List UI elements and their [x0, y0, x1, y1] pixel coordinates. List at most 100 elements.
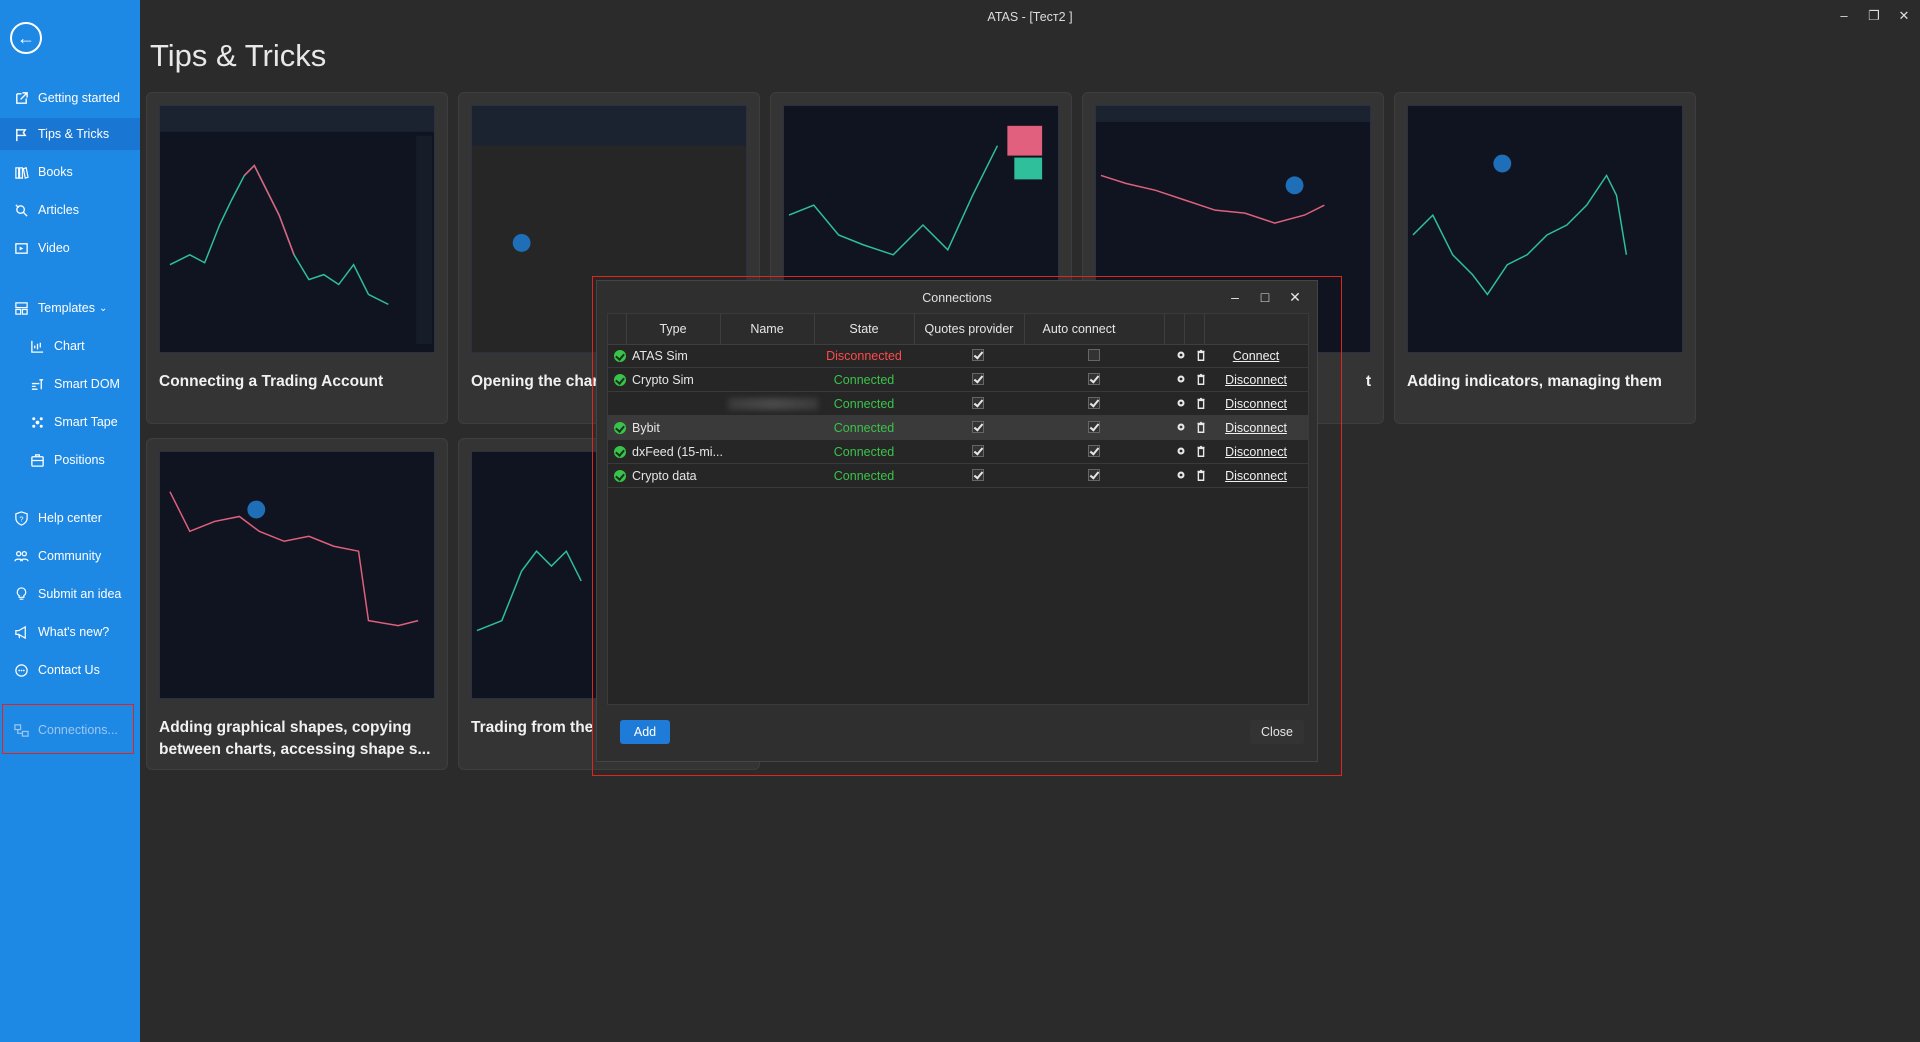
- connect-link[interactable]: Connect: [1232, 349, 1280, 363]
- card-graphical-shapes[interactable]: Adding graphical shapes, copying between…: [146, 438, 448, 770]
- restore-button[interactable]: ❐: [1864, 6, 1884, 26]
- card-title: Opening the char: [471, 373, 599, 390]
- connections-dialog: Connections – □ ✕ Type Name State Quotes…: [596, 280, 1318, 762]
- auto-connect-checkbox[interactable]: [1088, 445, 1100, 457]
- card-title: Adding graphical shapes, copying between…: [159, 719, 431, 758]
- sidebar-item-help-center[interactable]: ? Help center: [0, 502, 140, 534]
- sidebar-item-books[interactable]: Books: [0, 156, 140, 188]
- table-row[interactable]: ATAS Sim Disconnected Connect: [608, 344, 1308, 368]
- row-state: Connected: [833, 445, 895, 459]
- window-title: ATAS - [Тест2 ]: [987, 10, 1073, 24]
- table-row[interactable]: Bybit Connected Disconnect: [608, 416, 1308, 440]
- maximize-icon: □: [1260, 289, 1270, 305]
- auto-connect-checkbox[interactable]: [1088, 469, 1100, 481]
- auto-connect-checkbox[interactable]: [1088, 349, 1100, 361]
- gear-icon[interactable]: [1174, 444, 1188, 458]
- column-header-quotes-provider[interactable]: Quotes provider: [924, 322, 1014, 336]
- gear-icon[interactable]: [1174, 468, 1188, 482]
- minimize-button[interactable]: –: [1834, 6, 1854, 26]
- sidebar-item-templates[interactable]: Templates ⌄: [0, 292, 140, 324]
- sidebar-item-label: Chart: [54, 339, 85, 353]
- title-bar: ATAS - [Тест2 ] – ❐ ✕: [140, 0, 1920, 34]
- sidebar-item-label: Community: [38, 549, 102, 563]
- sidebar-item-whats-new[interactable]: What's new?: [0, 616, 140, 648]
- minimize-icon: –: [1231, 289, 1239, 305]
- help-icon: ?: [12, 509, 30, 527]
- disconnect-link[interactable]: Disconnect: [1225, 445, 1287, 459]
- auto-connect-checkbox[interactable]: [1088, 397, 1100, 409]
- positions-icon: [28, 451, 46, 469]
- sidebar-item-video[interactable]: Video: [0, 232, 140, 264]
- sidebar-item-positions[interactable]: Positions: [0, 444, 140, 476]
- dialog-title: Connections: [922, 291, 992, 305]
- trash-icon[interactable]: [1194, 348, 1208, 362]
- sidebar-item-label: Contact Us: [38, 663, 100, 677]
- table-row[interactable]: dxFeed (15-mi... Connected Disconnect: [608, 440, 1308, 464]
- quotes-provider-checkbox[interactable]: [972, 373, 984, 385]
- sidebar-item-chart[interactable]: Chart: [0, 330, 140, 362]
- quotes-provider-checkbox[interactable]: [972, 349, 984, 361]
- sidebar-item-connections[interactable]: Connections...: [0, 714, 140, 746]
- status-ok-icon: [614, 446, 626, 458]
- sidebar-item-label: Templates: [38, 301, 95, 315]
- disconnect-link[interactable]: Disconnect: [1225, 373, 1287, 387]
- sidebar-item-smart-tape[interactable]: Smart Tape: [0, 406, 140, 438]
- chart-icon: [28, 337, 46, 355]
- trash-icon[interactable]: [1194, 396, 1208, 410]
- gear-icon[interactable]: [1174, 348, 1188, 362]
- quotes-provider-checkbox[interactable]: [972, 421, 984, 433]
- quotes-provider-checkbox[interactable]: [972, 445, 984, 457]
- sidebar-item-contact-us[interactable]: Contact Us: [0, 654, 140, 686]
- sidebar-item-submit-idea[interactable]: Submit an idea: [0, 578, 140, 610]
- flag-icon: [12, 125, 30, 143]
- disconnect-link[interactable]: Disconnect: [1225, 397, 1287, 411]
- trash-icon[interactable]: [1194, 372, 1208, 386]
- add-button[interactable]: Add: [620, 720, 670, 744]
- quotes-provider-checkbox[interactable]: [972, 397, 984, 409]
- sidebar-item-label: Books: [38, 165, 73, 179]
- sidebar-item-label: Getting started: [38, 91, 120, 105]
- trash-icon[interactable]: [1194, 468, 1208, 482]
- column-header-state[interactable]: State: [849, 322, 879, 336]
- disconnect-link[interactable]: Disconnect: [1225, 469, 1287, 483]
- disconnect-link[interactable]: Disconnect: [1225, 421, 1287, 435]
- close-icon: ✕: [1898, 8, 1910, 23]
- row-state: Connected: [833, 469, 895, 483]
- minimize-icon: –: [1840, 8, 1848, 23]
- dialog-maximize-button[interactable]: □: [1253, 285, 1277, 309]
- close-window-button[interactable]: ✕: [1894, 6, 1914, 26]
- column-header-name[interactable]: Name: [750, 322, 784, 336]
- connections-icon: [12, 721, 30, 739]
- dialog-close-button[interactable]: ✕: [1283, 285, 1307, 309]
- sidebar-item-getting-started[interactable]: Getting started: [0, 82, 140, 114]
- close-button[interactable]: Close: [1250, 720, 1304, 744]
- sidebar-item-smart-dom[interactable]: Smart DOM: [0, 368, 140, 400]
- quotes-provider-checkbox[interactable]: [972, 469, 984, 481]
- sidebar-item-community[interactable]: Community: [0, 540, 140, 572]
- gear-icon[interactable]: [1174, 396, 1188, 410]
- sidebar-item-articles[interactable]: Articles: [0, 194, 140, 226]
- articles-icon: [12, 201, 30, 219]
- auto-connect-checkbox[interactable]: [1088, 373, 1100, 385]
- dialog-minimize-button[interactable]: –: [1223, 285, 1247, 309]
- table-row[interactable]: Crypto Sim Connected Disconnect: [608, 368, 1308, 392]
- table-row[interactable]: Connected Disconnect: [608, 392, 1308, 416]
- column-header-auto-connect[interactable]: Auto connect: [1042, 322, 1116, 336]
- status-ok-icon: [614, 470, 626, 482]
- gear-icon[interactable]: [1174, 372, 1188, 386]
- back-button[interactable]: ←: [10, 22, 42, 54]
- card-connecting-account[interactable]: Connecting a Trading Account: [146, 92, 448, 424]
- status-ok-icon: [614, 422, 626, 434]
- gear-icon[interactable]: [1174, 420, 1188, 434]
- sidebar-item-label: Smart Tape: [54, 415, 118, 429]
- card-adding-indicators[interactable]: Adding indicators, managing them: [1394, 92, 1696, 424]
- table-row[interactable]: Crypto data Connected Disconnect: [608, 464, 1308, 488]
- trash-icon[interactable]: [1194, 420, 1208, 434]
- page-title: Tips & Tricks: [150, 38, 327, 73]
- sidebar-item-tips-tricks[interactable]: Tips & Tricks: [0, 118, 140, 150]
- auto-connect-checkbox[interactable]: [1088, 421, 1100, 433]
- column-header-type[interactable]: Type: [659, 322, 687, 336]
- trash-icon[interactable]: [1194, 444, 1208, 458]
- row-type: Crypto data: [632, 469, 697, 483]
- connections-highlight: [2, 704, 134, 754]
